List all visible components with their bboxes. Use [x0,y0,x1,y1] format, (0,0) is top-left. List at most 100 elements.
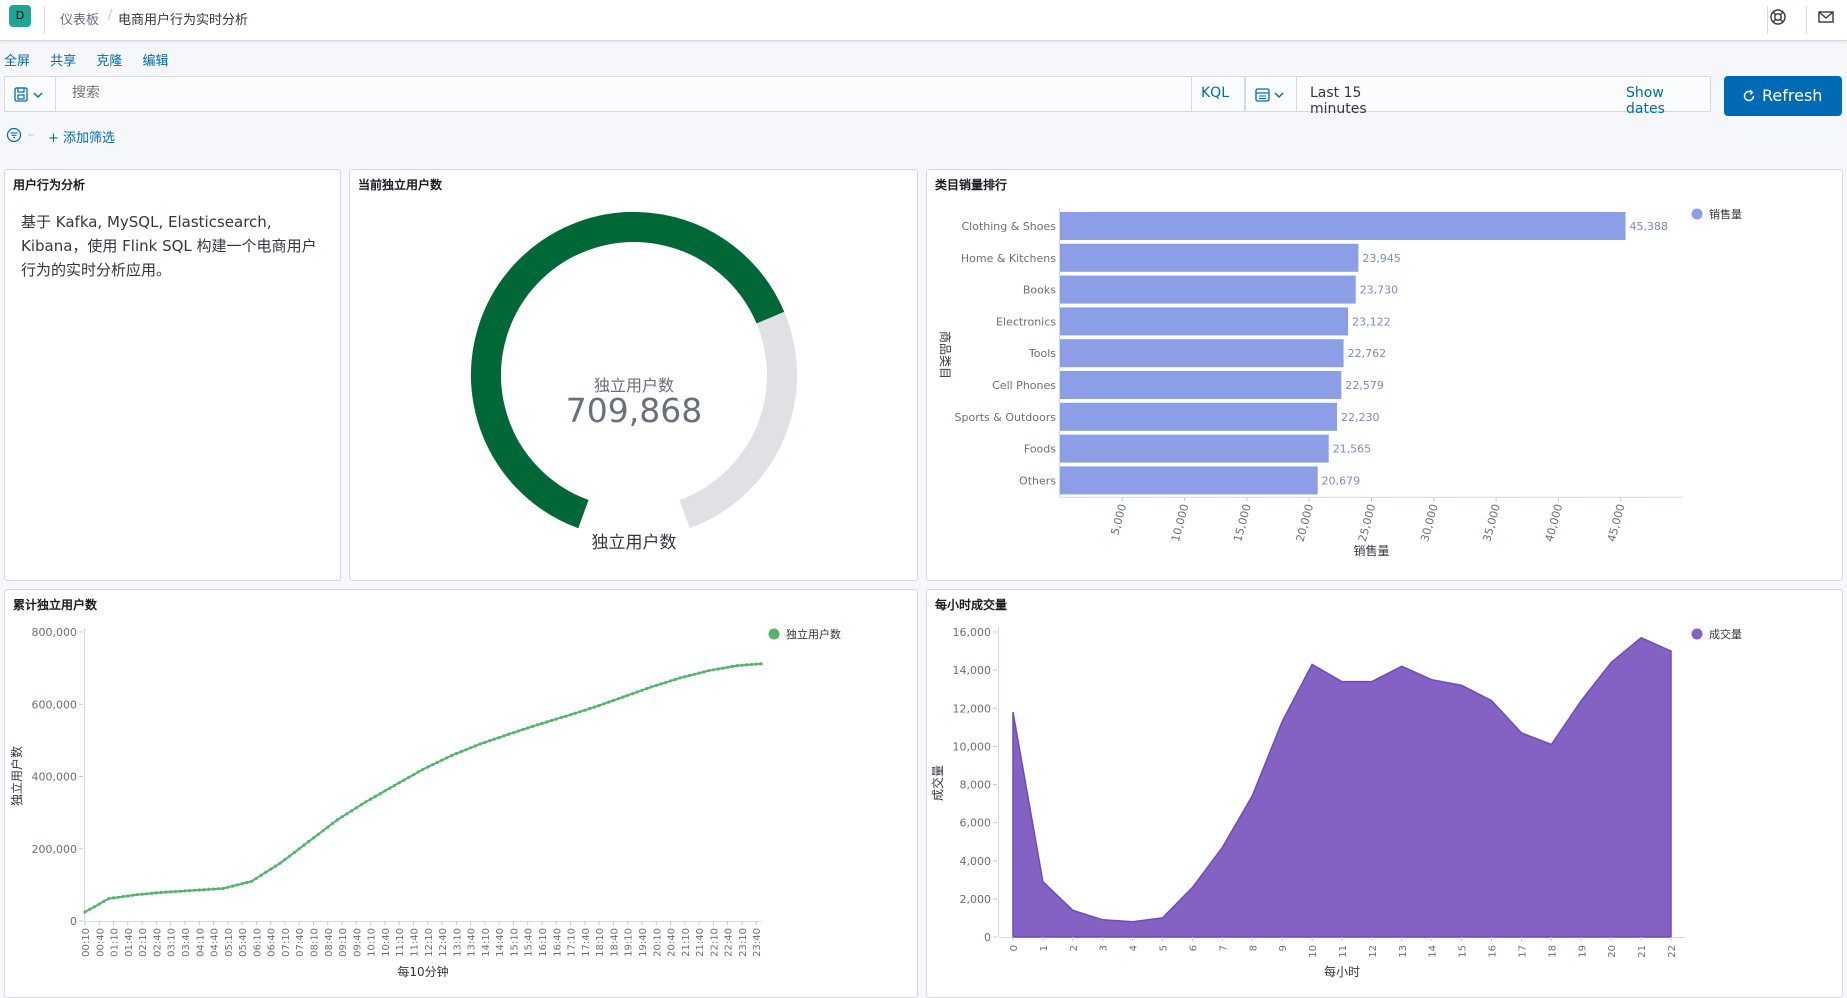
x-tick-label: 13:40 [467,928,478,957]
x-tick-label: 3 [1099,945,1110,951]
dashboard-menu: 全屏 共享 克隆 编辑 [4,50,184,69]
data-point [488,739,492,743]
data-point [140,892,144,896]
panel-title: 当前独立用户数 [358,178,443,192]
x-tick-label: 00:10 [81,928,92,957]
x-tick-label: 11:40 [409,928,420,957]
data-point [668,679,673,683]
x-tick-label: 18:10 [595,928,606,957]
x-axis-title: 每小时 [1324,964,1360,979]
y-tick-label: 8,000 [960,779,992,792]
x-tick-label: 20:10 [652,928,663,957]
data-point [340,815,344,819]
refresh-label: Refresh [1762,86,1823,105]
y-axis-title: 独立用户数 [9,746,24,806]
data-point [188,889,192,893]
search-input[interactable] [70,84,1174,102]
data-point [711,668,716,672]
help-icon[interactable] [1768,7,1788,27]
data-point [392,783,396,788]
data-point [483,740,487,744]
value-label: 23,730 [1360,284,1399,297]
x-tick-label: 17:10 [567,928,578,957]
clone-link[interactable]: 克隆 [96,54,123,69]
add-filter-link[interactable]: + 添加筛选 [48,131,116,146]
data-point [126,894,130,898]
data-point [121,895,125,899]
data-point [478,742,482,746]
data-point [292,850,297,854]
data-point [707,669,711,673]
y-axis-title: 商品类目 [938,331,953,379]
data-point [497,735,501,740]
quick-select-button[interactable] [1245,76,1297,112]
gauge-chart: 独立用户数 709,868 独立用户数 [471,212,797,553]
data-point [383,789,387,793]
value-label: 22,762 [1348,347,1387,360]
data-point [102,899,106,903]
data-point [273,864,277,868]
time-range-text[interactable]: Last 15 minutes [1310,85,1367,117]
data-point [673,677,677,681]
markdown-text: 基于 Kafka, MySQL, Elasticsearch, Kibana，使… [21,213,317,279]
data-point [530,724,535,728]
data-point [549,718,554,723]
mail-icon[interactable] [1816,7,1836,27]
x-tick-label: 12 [1368,945,1379,958]
share-link[interactable]: 共享 [50,54,77,69]
data-point [445,756,449,760]
y-tick-label: 800,000 [32,626,78,639]
category-label: Others [1019,474,1056,487]
edit-link[interactable]: 编辑 [142,54,169,69]
x-tick-label: 2 [1069,945,1080,951]
fullscreen-link[interactable]: 全屏 [4,54,31,69]
series-line [84,662,762,913]
data-point [759,662,763,666]
x-tick-label: 13 [1398,945,1409,958]
data-point [330,821,335,826]
data-point [107,897,111,901]
x-tick-label: 16 [1488,945,1499,958]
divider [1191,77,1192,111]
value-label: 21,565 [1333,443,1372,456]
data-point [564,714,568,718]
data-point [535,723,539,727]
x-tick-label: 4 [1129,945,1140,951]
x-tick-label: 16:10 [538,928,549,957]
breadcrumb-current: 电商用户行为实时分析 [118,13,249,28]
data-point [678,676,682,680]
x-tick-label: 14:10 [481,928,492,957]
data-point [540,721,544,725]
saved-query-button[interactable] [4,76,56,112]
data-point [369,797,373,801]
x-tick-label: 03:10 [167,928,178,957]
x-tick-label: 01:40 [124,928,135,957]
breadcrumb-dashboards[interactable]: 仪表板 [60,13,100,28]
refresh-button[interactable]: Refresh [1724,76,1842,116]
data-point [411,773,416,777]
value-label: 22,579 [1345,379,1384,392]
x-tick-label: 9 [1278,945,1289,951]
data-point [307,839,311,844]
data-point [164,890,168,894]
space-avatar[interactable]: D [9,5,31,27]
x-tick-label: 00:40 [95,928,106,957]
category-label: Foods [1024,443,1056,456]
x-tick-label: 17:40 [581,928,592,957]
data-point [511,731,516,735]
data-point [150,891,154,895]
gauge-label: 独立用户数 [594,376,674,395]
data-point [97,902,101,906]
x-tick-label: 01:10 [110,928,121,957]
show-dates-link[interactable]: Show dates [1626,85,1665,117]
x-tick-label: 09:10 [338,928,349,957]
data-point [749,662,754,667]
data-point [435,760,439,764]
data-point [730,664,735,668]
filter-icon[interactable] [6,127,38,143]
data-point [507,732,511,736]
panel-cumulative-users: 累计独立用户数 0 200,000 400,000 600,000 800,000 00:… [4,589,918,998]
query-language-button[interactable]: KQL [1201,85,1229,101]
data-point [302,843,306,847]
x-tick-label: 23:10 [738,928,749,957]
